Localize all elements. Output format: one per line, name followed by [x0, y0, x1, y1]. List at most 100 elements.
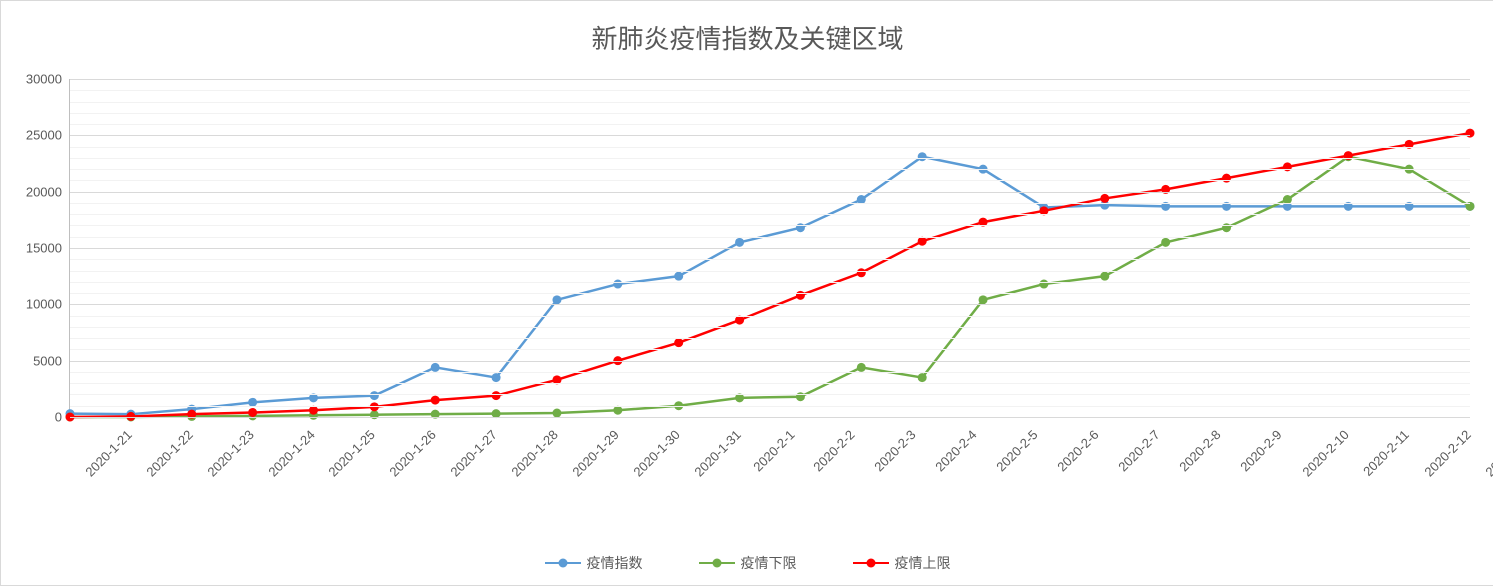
x-tick-label: 2020-2-12	[1421, 427, 1474, 480]
legend-label: 疫情下限	[741, 553, 797, 573]
gridline-major	[70, 417, 1470, 418]
legend-line-icon	[853, 562, 889, 565]
series-marker	[431, 396, 440, 405]
series-marker	[492, 391, 501, 400]
x-tick-label: 2020-2-11	[1360, 427, 1412, 479]
y-tick-label: 0	[2, 410, 62, 425]
x-tick-label: 2020-1-31	[691, 427, 744, 480]
gridline-minor	[70, 214, 1470, 215]
gridline-minor	[70, 203, 1470, 204]
gridline-minor	[70, 180, 1470, 181]
gridline-minor	[70, 327, 1470, 328]
gridline-minor	[70, 338, 1470, 339]
legend-marker-icon	[866, 559, 875, 568]
x-tick-label: 2020-2-5	[993, 427, 1040, 474]
legend-label: 疫情上限	[895, 553, 951, 573]
gridline-minor	[70, 147, 1470, 148]
series-marker	[248, 408, 257, 417]
legend-item: 疫情上限	[853, 553, 951, 573]
gridline-major	[70, 79, 1470, 80]
legend-marker-icon	[712, 559, 721, 568]
series-marker	[735, 238, 744, 247]
series-marker	[979, 295, 988, 304]
x-tick-label: 2020-1-26	[387, 427, 440, 480]
x-tick-label: 2020-2-4	[932, 427, 979, 474]
line-chart: 新肺炎疫情指数及关键区域 疫情指数疫情下限疫情上限 05000100001500…	[0, 0, 1493, 586]
gridline-minor	[70, 372, 1470, 373]
gridline-minor	[70, 406, 1470, 407]
gridline-minor	[70, 259, 1470, 260]
x-tick-label: 2020-1-23	[204, 427, 257, 480]
gridline-minor	[70, 113, 1470, 114]
gridline-minor	[70, 316, 1470, 317]
x-tick-label: 2020-1-25	[326, 427, 379, 480]
x-tick-label: 2020-1-27	[448, 427, 501, 480]
x-tick-label: 2020-1-22	[143, 427, 196, 480]
gridline-minor	[70, 237, 1470, 238]
x-tick-label: 2020-1-21	[82, 427, 135, 480]
legend-line-icon	[699, 562, 735, 565]
x-tick-label: 2020-2-10	[1300, 427, 1353, 480]
series-marker	[431, 363, 440, 372]
gridline-minor	[70, 394, 1470, 395]
x-tick-label: 2020-1-24	[265, 427, 318, 480]
series-marker	[1100, 272, 1109, 281]
x-tick-label: 2020-2-2	[811, 427, 858, 474]
gridline-minor	[70, 383, 1470, 384]
series-marker	[674, 338, 683, 347]
series-marker	[1161, 238, 1170, 247]
gridline-minor	[70, 225, 1470, 226]
gridline-minor	[70, 102, 1470, 103]
legend-label: 疫情指数	[587, 553, 643, 573]
gridline-major	[70, 361, 1470, 362]
x-tick-label: 2020-2-1	[750, 427, 797, 474]
legend-item: 疫情指数	[545, 553, 643, 573]
x-tick-label: 2020-2-3	[872, 427, 919, 474]
x-tick-label: 2020-2-9	[1237, 427, 1284, 474]
gridline-minor	[70, 124, 1470, 125]
series-marker	[492, 373, 501, 382]
legend-line-icon	[545, 562, 581, 565]
x-tick-label: 2020-1-28	[508, 427, 561, 480]
series-line	[70, 157, 1470, 417]
gridline-minor	[70, 158, 1470, 159]
series-marker	[1100, 194, 1109, 203]
plot-area	[69, 79, 1470, 418]
series-marker	[309, 406, 318, 415]
gridline-minor	[70, 293, 1470, 294]
series-marker	[918, 152, 927, 161]
x-tick-label: 2020-2-6	[1054, 427, 1101, 474]
gridline-minor	[70, 169, 1470, 170]
series-marker	[918, 373, 927, 382]
y-tick-label: 25000	[2, 128, 62, 143]
y-tick-label: 30000	[2, 72, 62, 87]
x-tick-label: 2020-1-30	[630, 427, 683, 480]
gridline-major	[70, 192, 1470, 193]
x-tick-label: 2020-1-29	[569, 427, 622, 480]
x-tick-label: 2020-2-7	[1115, 427, 1162, 474]
series-marker	[674, 272, 683, 281]
series-marker	[857, 363, 866, 372]
gridline-minor	[70, 282, 1470, 283]
series-marker	[552, 295, 561, 304]
series-marker	[613, 406, 622, 415]
series-marker	[735, 316, 744, 325]
gridline-minor	[70, 349, 1470, 350]
legend: 疫情指数 疫情下限 疫情上限	[1, 551, 1493, 573]
series-marker	[370, 402, 379, 411]
x-tick-label: 2020-2-8	[1176, 427, 1223, 474]
gridline-minor	[70, 90, 1470, 91]
series-marker	[370, 391, 379, 400]
legend-item: 疫情下限	[699, 553, 797, 573]
gridline-major	[70, 304, 1470, 305]
series-marker	[918, 237, 927, 246]
y-tick-label: 15000	[2, 241, 62, 256]
y-tick-label: 10000	[2, 297, 62, 312]
gridline-major	[70, 135, 1470, 136]
series-line	[70, 157, 1470, 414]
gridline-major	[70, 248, 1470, 249]
series-line	[70, 133, 1470, 417]
x-tick-label: 2020-2-13	[1482, 427, 1493, 480]
gridline-minor	[70, 271, 1470, 272]
legend-marker-icon	[558, 559, 567, 568]
